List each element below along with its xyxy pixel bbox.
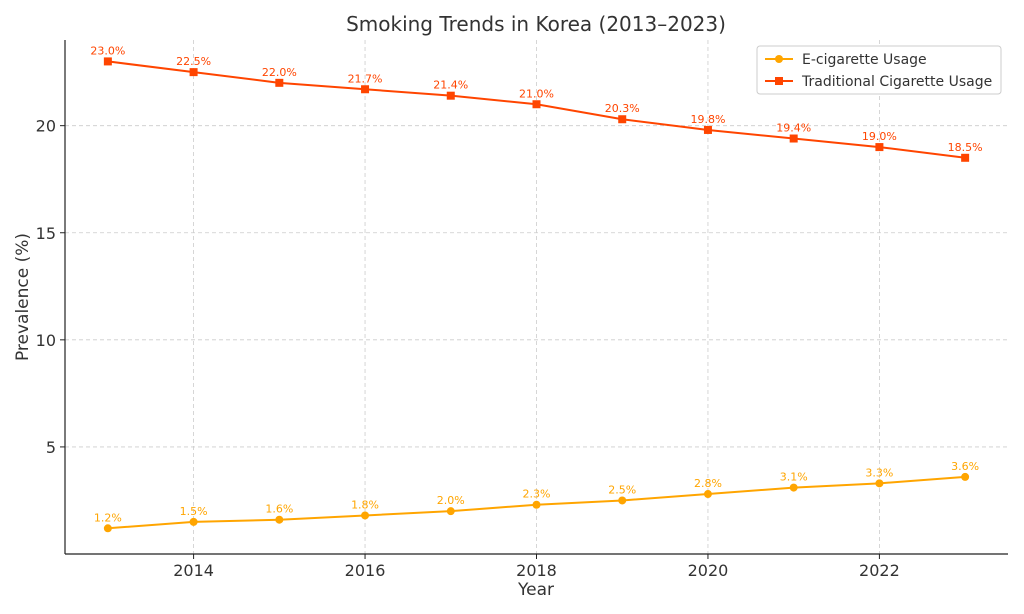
data-label: 22.5% (176, 55, 211, 68)
x-tick-label: 2020 (688, 561, 729, 580)
data-label: 19.0% (862, 130, 897, 143)
data-point (789, 134, 798, 143)
data-label: 3.3% (865, 466, 893, 479)
x-tick-label: 2022 (859, 561, 900, 580)
data-point (703, 490, 712, 499)
y-tick-label: 15 (36, 224, 56, 243)
data-point (103, 524, 112, 533)
data-point (875, 479, 884, 488)
data-point (275, 78, 284, 87)
data-point (189, 517, 198, 526)
legend-box (756, 45, 1002, 95)
data-point (103, 57, 112, 66)
data-label: 21.4% (433, 79, 468, 92)
chart-title: Smoking Trends in Korea (2013–2023) (346, 12, 726, 36)
data-label: 1.2% (94, 511, 122, 524)
series-layer (103, 57, 970, 533)
data-label: 2.8% (694, 477, 722, 490)
axes (60, 40, 1008, 559)
data-point (532, 100, 541, 109)
x-tick-label: 2018 (516, 561, 557, 580)
legend-marker (775, 77, 783, 85)
data-point (703, 125, 712, 134)
data-point (961, 153, 970, 162)
data-point (361, 85, 370, 94)
data-label: 21.7% (348, 72, 383, 85)
data-label: 3.6% (951, 460, 979, 473)
legend: E-cigarette Usage Traditional Cigarette U… (756, 45, 1002, 95)
data-label: 3.1% (780, 471, 808, 484)
y-tick-label: 20 (36, 117, 56, 136)
x-tick-label: 2014 (173, 561, 214, 580)
y-axis-label: Prevalence (%) (13, 233, 33, 361)
legend-label: Traditional Cigarette Usage (801, 74, 992, 90)
data-label: 2.5% (608, 483, 636, 496)
grid (65, 40, 1008, 554)
x-tick-label: 2016 (345, 561, 386, 580)
data-labels: 1.2% 1.5% 1.6% 1.8% 2.0% 2.3% 2.5% 2.8% 3.1% 3.3%… (90, 44, 982, 524)
data-point (875, 143, 884, 152)
data-label: 21.0% (519, 87, 554, 100)
legend-marker (775, 55, 783, 63)
data-label: 18.5% (948, 141, 983, 154)
tick-labels: 2014 2016 2018 2020 2022 5 10 15 20 (36, 117, 900, 580)
data-label: 20.3% (605, 102, 640, 115)
y-tick-label: 5 (46, 438, 56, 457)
data-point (618, 496, 627, 505)
data-point (618, 115, 627, 124)
data-point (961, 472, 970, 481)
data-label: 22.0% (262, 66, 297, 79)
y-tick-label: 10 (36, 331, 56, 350)
data-point (446, 91, 455, 100)
data-label: 1.8% (351, 498, 379, 511)
data-point (361, 511, 370, 520)
data-point (446, 507, 455, 516)
legend-label: E-cigarette Usage (802, 52, 927, 68)
data-point (532, 500, 541, 509)
data-point (789, 483, 798, 492)
data-label: 2.0% (437, 494, 465, 507)
data-point (275, 515, 284, 524)
data-label: 1.6% (265, 503, 293, 516)
data-label: 19.8% (690, 113, 725, 126)
data-point (189, 68, 198, 77)
data-label: 19.4% (776, 122, 811, 135)
data-label: 2.3% (523, 488, 551, 501)
x-axis-label: Year (517, 580, 554, 600)
data-label: 1.5% (180, 505, 208, 518)
data-label: 23.0% (90, 44, 125, 57)
